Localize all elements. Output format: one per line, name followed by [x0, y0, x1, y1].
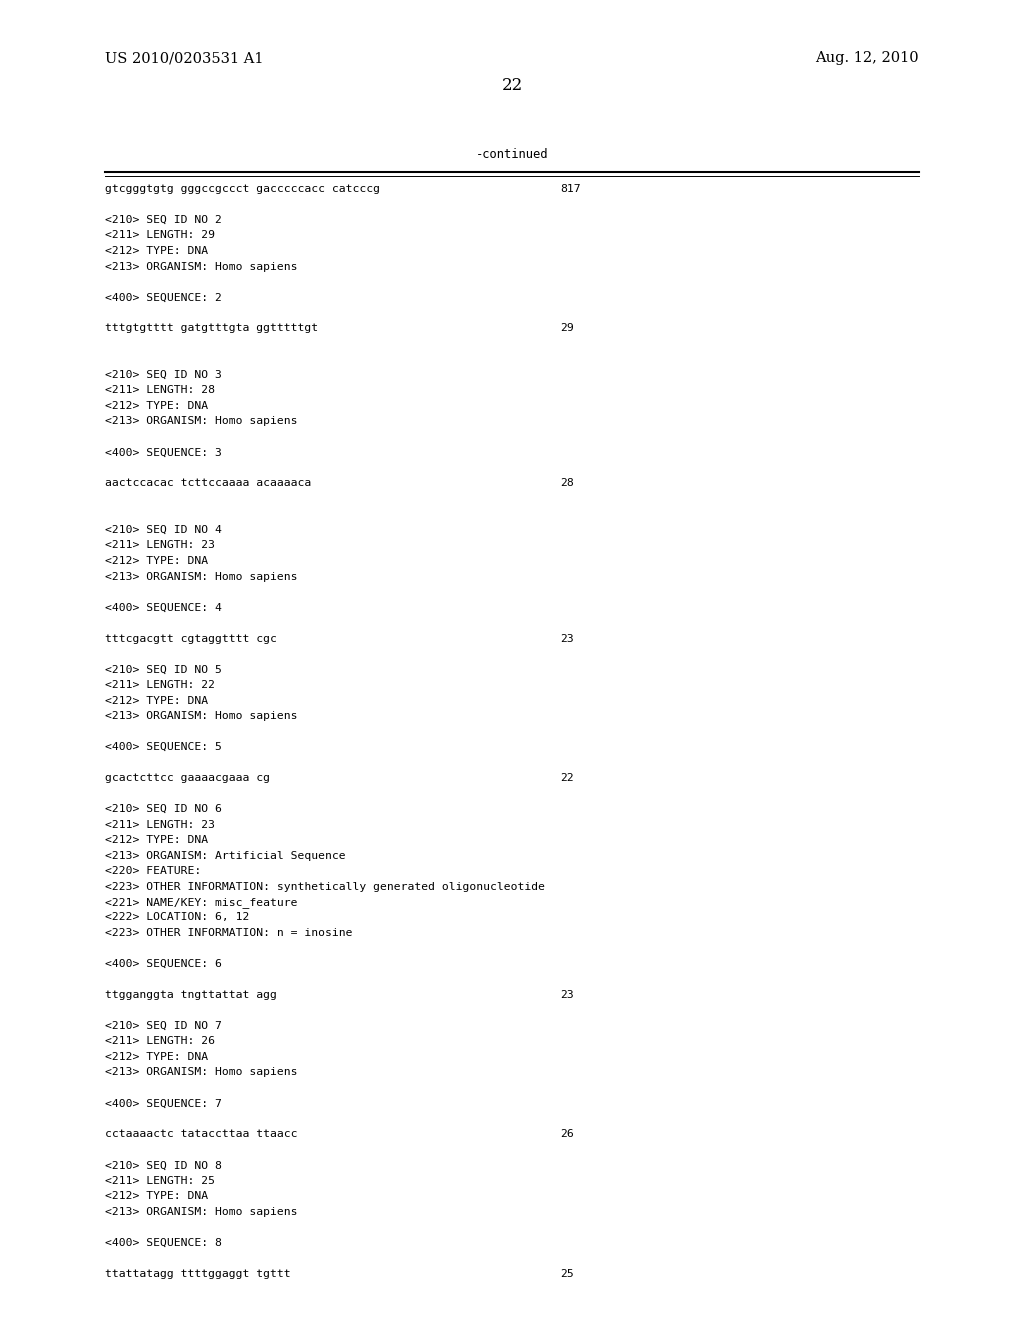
Text: <212> TYPE: DNA: <212> TYPE: DNA	[105, 696, 208, 705]
Text: <211> LENGTH: 22: <211> LENGTH: 22	[105, 680, 215, 690]
Text: <400> SEQUENCE: 2: <400> SEQUENCE: 2	[105, 293, 222, 302]
Text: <220> FEATURE:: <220> FEATURE:	[105, 866, 202, 876]
Text: <223> OTHER INFORMATION: synthetically generated oligonucleotide: <223> OTHER INFORMATION: synthetically g…	[105, 882, 545, 891]
Text: <213> ORGANISM: Homo sapiens: <213> ORGANISM: Homo sapiens	[105, 261, 298, 272]
Text: <400> SEQUENCE: 6: <400> SEQUENCE: 6	[105, 960, 222, 969]
Text: tttcgacgtt cgtaggtttt cgc: tttcgacgtt cgtaggtttt cgc	[105, 634, 276, 644]
Text: <213> ORGANISM: Artificial Sequence: <213> ORGANISM: Artificial Sequence	[105, 850, 346, 861]
Text: <212> TYPE: DNA: <212> TYPE: DNA	[105, 836, 208, 845]
Text: gtcgggtgtg gggccgccct gacccccacc catcccg: gtcgggtgtg gggccgccct gacccccacc catcccg	[105, 183, 380, 194]
Text: <223> OTHER INFORMATION: n = inosine: <223> OTHER INFORMATION: n = inosine	[105, 928, 352, 939]
Text: 817: 817	[560, 183, 581, 194]
Text: <211> LENGTH: 23: <211> LENGTH: 23	[105, 820, 215, 829]
Text: <213> ORGANISM: Homo sapiens: <213> ORGANISM: Homo sapiens	[105, 572, 298, 582]
Text: 22: 22	[502, 77, 522, 94]
Text: <222> LOCATION: 6, 12: <222> LOCATION: 6, 12	[105, 912, 250, 923]
Text: -continued: -continued	[476, 148, 548, 161]
Text: <212> TYPE: DNA: <212> TYPE: DNA	[105, 556, 208, 566]
Text: gcactcttcc gaaaacgaaa cg: gcactcttcc gaaaacgaaa cg	[105, 774, 270, 783]
Text: tttgtgtttt gatgtttgta ggtttttgt: tttgtgtttt gatgtttgta ggtttttgt	[105, 323, 318, 334]
Text: <400> SEQUENCE: 7: <400> SEQUENCE: 7	[105, 1098, 222, 1109]
Text: Aug. 12, 2010: Aug. 12, 2010	[815, 51, 919, 65]
Text: 22: 22	[560, 774, 573, 783]
Text: <210> SEQ ID NO 4: <210> SEQ ID NO 4	[105, 525, 222, 535]
Text: <210> SEQ ID NO 2: <210> SEQ ID NO 2	[105, 215, 222, 224]
Text: <211> LENGTH: 25: <211> LENGTH: 25	[105, 1176, 215, 1185]
Text: <213> ORGANISM: Homo sapiens: <213> ORGANISM: Homo sapiens	[105, 417, 298, 426]
Text: <213> ORGANISM: Homo sapiens: <213> ORGANISM: Homo sapiens	[105, 1068, 298, 1077]
Text: <211> LENGTH: 23: <211> LENGTH: 23	[105, 540, 215, 550]
Text: US 2010/0203531 A1: US 2010/0203531 A1	[105, 51, 263, 65]
Text: <212> TYPE: DNA: <212> TYPE: DNA	[105, 246, 208, 256]
Text: <221> NAME/KEY: misc_feature: <221> NAME/KEY: misc_feature	[105, 898, 298, 908]
Text: <212> TYPE: DNA: <212> TYPE: DNA	[105, 1052, 208, 1063]
Text: <212> TYPE: DNA: <212> TYPE: DNA	[105, 1192, 208, 1201]
Text: <211> LENGTH: 28: <211> LENGTH: 28	[105, 385, 215, 396]
Text: 23: 23	[560, 990, 573, 1001]
Text: 26: 26	[560, 1130, 573, 1139]
Text: <400> SEQUENCE: 3: <400> SEQUENCE: 3	[105, 447, 222, 458]
Text: <211> LENGTH: 26: <211> LENGTH: 26	[105, 1036, 215, 1047]
Text: <211> LENGTH: 29: <211> LENGTH: 29	[105, 231, 215, 240]
Text: <210> SEQ ID NO 3: <210> SEQ ID NO 3	[105, 370, 222, 380]
Text: <213> ORGANISM: Homo sapiens: <213> ORGANISM: Homo sapiens	[105, 1206, 298, 1217]
Text: 28: 28	[560, 478, 573, 488]
Text: 29: 29	[560, 323, 573, 334]
Text: <400> SEQUENCE: 8: <400> SEQUENCE: 8	[105, 1238, 222, 1247]
Text: <210> SEQ ID NO 5: <210> SEQ ID NO 5	[105, 664, 222, 675]
Text: ttattatagg ttttggaggt tgttt: ttattatagg ttttggaggt tgttt	[105, 1269, 291, 1279]
Text: <210> SEQ ID NO 6: <210> SEQ ID NO 6	[105, 804, 222, 814]
Text: <210> SEQ ID NO 8: <210> SEQ ID NO 8	[105, 1160, 222, 1171]
Text: <210> SEQ ID NO 7: <210> SEQ ID NO 7	[105, 1020, 222, 1031]
Text: <400> SEQUENCE: 5: <400> SEQUENCE: 5	[105, 742, 222, 752]
Text: 25: 25	[560, 1269, 573, 1279]
Text: <212> TYPE: DNA: <212> TYPE: DNA	[105, 401, 208, 411]
Text: <400> SEQUENCE: 4: <400> SEQUENCE: 4	[105, 602, 222, 612]
Text: ttgganggta tngttattat agg: ttgganggta tngttattat agg	[105, 990, 276, 1001]
Text: aactccacac tcttccaaaa acaaaaca: aactccacac tcttccaaaa acaaaaca	[105, 478, 311, 488]
Text: 23: 23	[560, 634, 573, 644]
Text: <213> ORGANISM: Homo sapiens: <213> ORGANISM: Homo sapiens	[105, 711, 298, 721]
Text: cctaaaactc tataccttaa ttaacc: cctaaaactc tataccttaa ttaacc	[105, 1130, 298, 1139]
